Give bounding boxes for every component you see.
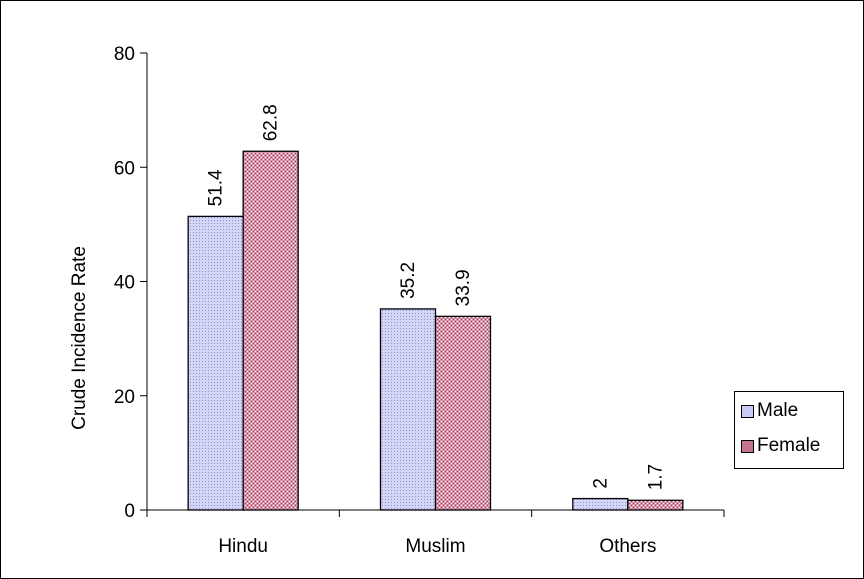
y-tick-label: 40 [114,273,135,294]
data-label-male: 2 [590,478,611,489]
bar-female [627,499,684,511]
legend-swatch-female [741,439,754,453]
legend-item-male: Male [741,400,798,422]
axes: 0 20 40 60 80 Hindu Muslim Others [114,44,725,557]
y-tick-label: 60 [114,158,135,179]
legend-label-female: Female [757,435,821,456]
legend-swatch-male [741,404,754,418]
data-label-female: 33.9 [453,269,474,306]
bar-female [242,150,299,511]
bars [187,150,684,511]
data-label-female: 1.7 [645,464,666,490]
y-tick-label: 0 [124,501,135,522]
bar-male [572,497,629,511]
x-tick-label: Muslim [405,536,465,557]
x-tick-label: Others [599,536,656,557]
data-label-female: 62.8 [261,104,282,141]
bar-female [434,315,492,511]
data-labels: 51.4 62.8 35.2 33.9 2 1.7 [206,104,667,490]
legend-label-male: Male [757,400,799,421]
bar-male [379,308,437,511]
y-tick-label: 20 [114,387,135,408]
legend-item-female: Female [741,435,820,457]
data-label-male: 51.4 [206,169,227,206]
bar-male [187,215,244,511]
y-tick-label: 80 [114,44,135,65]
x-tick-label: Hindu [218,536,268,557]
y-axis-title: Crude Incidence Rate [69,246,90,430]
data-label-male: 35.2 [398,262,419,299]
legend: Male Female [734,391,844,469]
